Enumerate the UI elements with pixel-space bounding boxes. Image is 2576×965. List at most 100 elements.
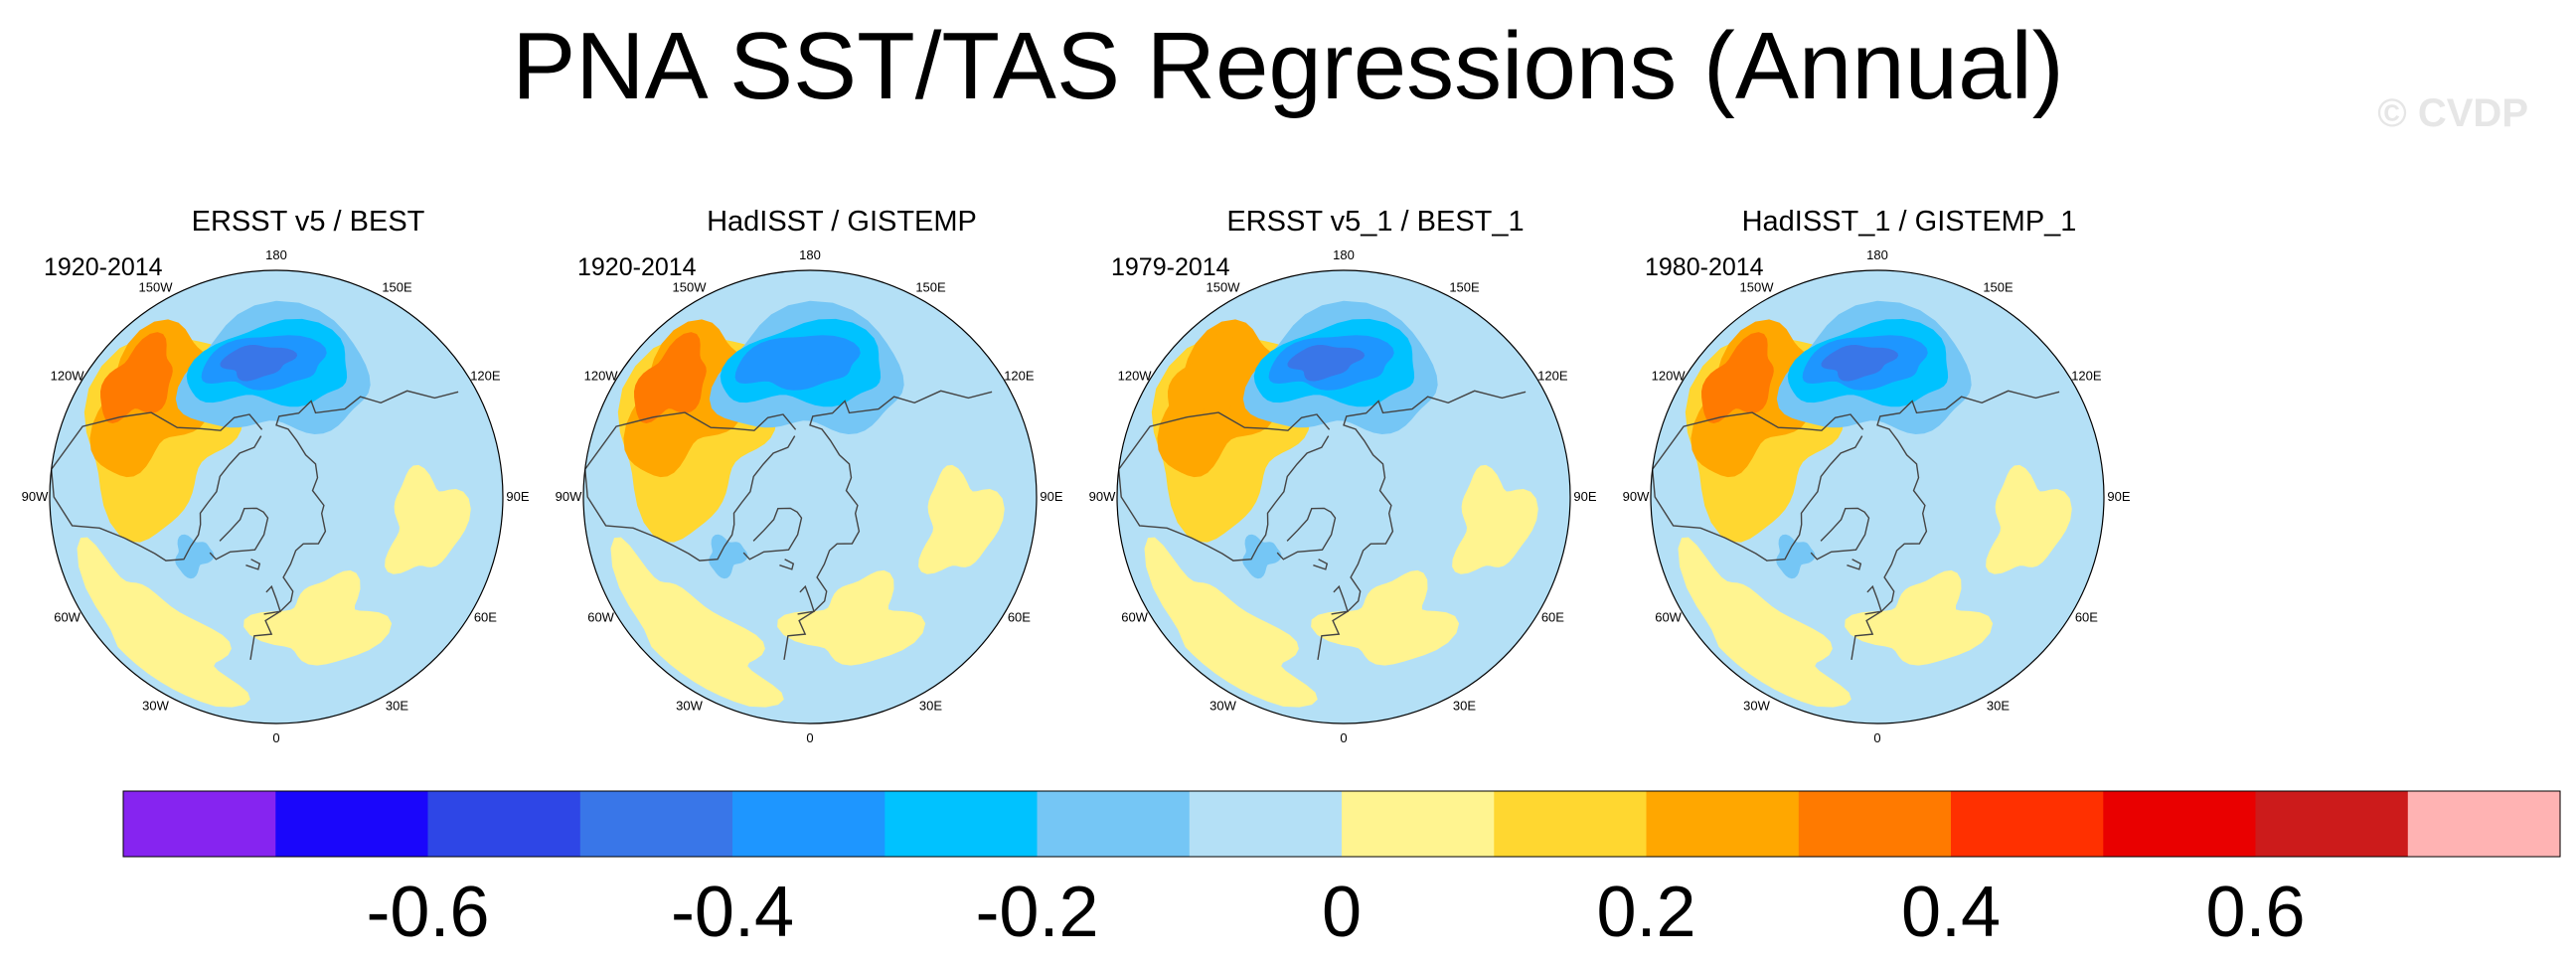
cool-core-pacific	[753, 345, 832, 382]
panel-period: 1979-2014	[1111, 253, 1230, 281]
cool-patch-labrador	[175, 534, 215, 579]
longitude-label: 150W	[1740, 280, 1775, 295]
greenland-coast	[1810, 507, 1870, 561]
warm-patch-asia	[1452, 464, 1538, 574]
iceland-coast	[1313, 559, 1329, 570]
longitude-label: 60E	[1008, 610, 1031, 625]
warm-patch-europe	[1311, 569, 1460, 666]
map-panel-ersst1-best1: ERSST v5_1 / BEST_1 1979-2014 180 150E 120…	[1089, 199, 1644, 755]
longitude-label: 90W	[22, 489, 49, 504]
warm-patch-asia	[385, 464, 471, 574]
iceland-coast	[779, 559, 795, 570]
warm-core-west-coast	[1701, 332, 1774, 423]
colorbar-box	[2103, 791, 2257, 857]
britain-coast	[797, 584, 815, 615]
longitude-label: 60W	[1655, 610, 1682, 625]
eurasia-coast	[249, 390, 459, 661]
longitude-label: 180	[1866, 247, 1888, 262]
longitude-label: 120E	[2071, 369, 2102, 384]
colorbar-tick-label: 0.6	[2205, 873, 2305, 952]
colorbar-box	[1494, 791, 1648, 857]
eurasia-coast	[783, 390, 993, 661]
cool-patch-labrador	[1242, 534, 1282, 579]
colorbar-box	[1951, 791, 2104, 857]
greenland-coast	[209, 507, 269, 561]
colorbar-box	[1189, 791, 1343, 857]
greenland-coast	[742, 507, 803, 561]
polar-map: 180 150E 120E 90E 60E 30E 0 30W 60W 90W 120W 150W	[556, 247, 1063, 745]
longitude-label: 30W	[1209, 698, 1236, 713]
cool-core-pacific	[220, 345, 298, 382]
warm-patch-atlantic	[1678, 537, 1852, 708]
longitude-label: 90E	[1573, 489, 1596, 504]
longitude-label: 30E	[386, 698, 408, 713]
map-panel-hadisst1-gistemp1: HadISST_1 / GISTEMP_1 1980-2014 180 150E 1…	[1623, 199, 2177, 755]
polar-map: 180 150E 120E 90E 60E 30E 0 30W 60W 90W 120W 150W	[1089, 247, 1597, 745]
colorbar-box	[427, 791, 581, 857]
colorbar-tick-label: -0.2	[975, 873, 1098, 952]
longitude-label: 30W	[1743, 698, 1770, 713]
panel-period: 1980-2014	[1645, 253, 1764, 281]
map-panel-ersst-best: ERSST v5 / BEST 1920-2014 180 150E 120E 90E…	[22, 199, 576, 755]
cool-patch-labrador	[709, 534, 748, 579]
eurasia-coast	[1851, 390, 2060, 661]
longitude-label: 90W	[1623, 489, 1650, 504]
warm-patch-atlantic	[1144, 537, 1318, 708]
map-panel-hadisst-gistemp: HadISST / GISTEMP 1920-2014 180 150E 120E 9…	[556, 199, 1110, 755]
longitude-label: 60E	[474, 610, 497, 625]
longitude-label: 30E	[1987, 698, 2010, 713]
north-america-coast	[583, 411, 797, 562]
longitude-label: 60E	[2075, 610, 2098, 625]
britain-coast	[1864, 584, 1882, 615]
longitude-label: 150W	[1207, 280, 1241, 295]
longitude-label: 30E	[919, 698, 942, 713]
iceland-coast	[245, 559, 261, 570]
colorbar-tick-label: -0.6	[366, 873, 489, 952]
colorbar-box	[2407, 791, 2561, 857]
longitude-label: 120W	[51, 369, 85, 384]
longitude-label: 60W	[54, 610, 80, 625]
longitude-label: 0	[1873, 730, 1880, 745]
colorbar-box	[1037, 791, 1191, 857]
panel-title: HadISST / GISTEMP	[707, 206, 977, 238]
panel-period: 1920-2014	[44, 253, 163, 281]
longitude-label: 60W	[1121, 610, 1148, 625]
longitude-label: 150W	[139, 280, 174, 295]
longitude-label: 60W	[587, 610, 614, 625]
longitude-label: 90E	[2107, 489, 2130, 504]
panel-period: 1920-2014	[577, 253, 697, 281]
longitude-label: 180	[265, 247, 287, 262]
warm-core-west-coast	[100, 332, 173, 423]
warm-core-west-coast	[1168, 332, 1240, 423]
longitude-label: 150E	[1983, 280, 2013, 295]
longitude-label: 120W	[1652, 369, 1687, 384]
longitude-label: 60E	[1541, 610, 1564, 625]
page-title: PNA SST/TAS Regressions (Annual)	[512, 13, 2064, 119]
longitude-label: 90W	[1089, 489, 1116, 504]
warm-patch-europe	[777, 569, 926, 666]
longitude-label: 150E	[382, 280, 412, 295]
colorbar-box	[579, 791, 733, 857]
britain-coast	[1331, 584, 1349, 615]
colorbar-frame	[122, 790, 2561, 858]
colorbar-box	[275, 791, 429, 857]
warm-patch-atlantic	[610, 537, 784, 708]
colorbar-tick-label: -0.4	[671, 873, 794, 952]
north-america-coast	[50, 411, 263, 562]
longitude-label: 120E	[1004, 369, 1035, 384]
longitude-label: 30W	[142, 698, 169, 713]
greenland-coast	[1276, 507, 1337, 561]
cvdp-watermark: © CVDP	[2377, 91, 2528, 135]
longitude-label: 0	[1340, 730, 1347, 745]
cool-core-pacific	[1821, 345, 1899, 382]
britain-coast	[263, 584, 281, 615]
map-boundary	[582, 269, 1038, 724]
longitude-label: 150E	[915, 280, 946, 295]
panel-title: ERSST v5_1 / BEST_1	[1226, 206, 1525, 238]
longitude-label: 0	[806, 730, 813, 745]
longitude-label: 120E	[1537, 369, 1568, 384]
iceland-coast	[1847, 559, 1862, 570]
north-america-coast	[1117, 411, 1331, 562]
colorbar-box	[732, 791, 886, 857]
longitude-label: 90E	[506, 489, 529, 504]
